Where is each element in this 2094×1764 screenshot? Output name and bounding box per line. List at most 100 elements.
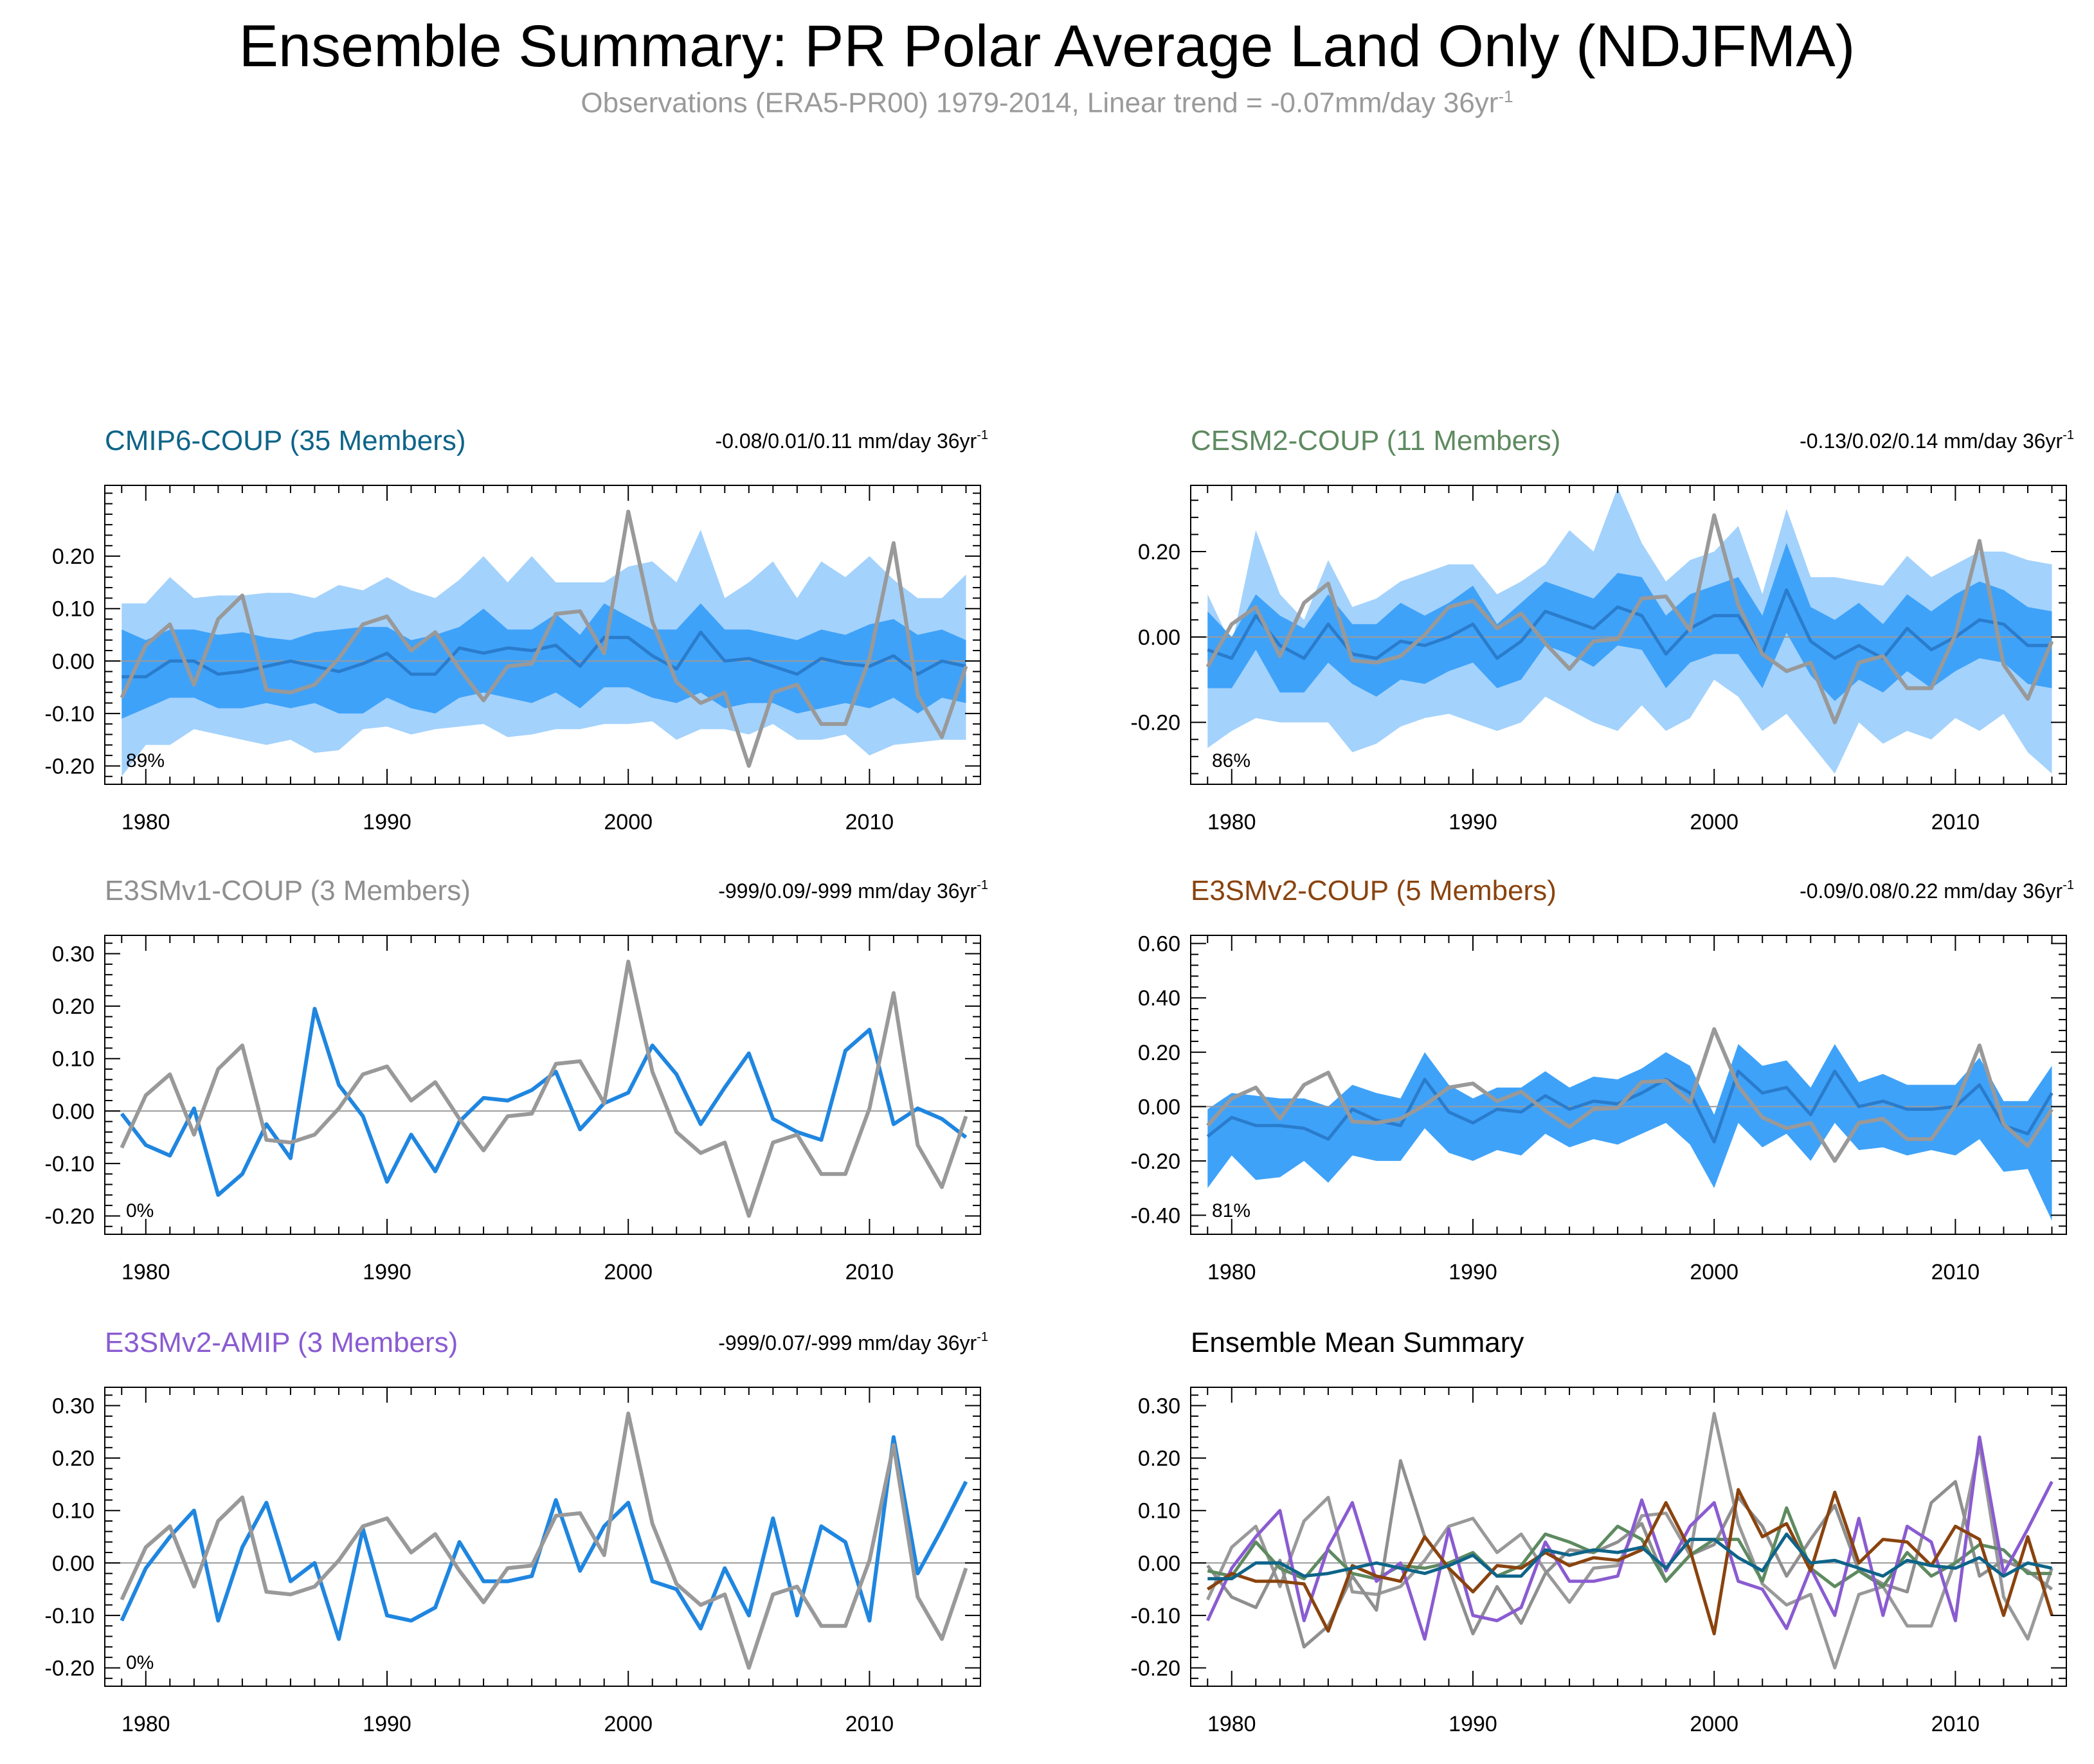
x-tick-label: 1980 (122, 1260, 170, 1284)
y-tick-label: 0.00 (1138, 1095, 1180, 1119)
subtitle-text: Observations (ERA5-PR00) 1979-2014, Line… (581, 87, 1499, 119)
trend-label-text: -0.08/0.01/0.11 mm/day 36yr (715, 429, 977, 453)
y-tick-label: 0.10 (52, 1047, 95, 1072)
x-tick-label: 2010 (845, 1712, 894, 1736)
x-tick-label: 1980 (122, 1712, 170, 1736)
y-tick-label: -0.20 (45, 1204, 95, 1228)
chart-panel-cmip6: CMIP6-COUP (35 Members) -0.08/0.01/0.11 m… (45, 425, 989, 834)
percent-label: 81% (1212, 1200, 1250, 1221)
x-tick-label: 2010 (1931, 810, 1980, 834)
x-tick-label: 1980 (1207, 1712, 1256, 1736)
x-tick-label: 1990 (363, 1712, 411, 1736)
trend-label: -0.08/0.01/0.11 mm/day 36yr-1 (715, 428, 988, 453)
observations-line (120, 959, 968, 1218)
y-tick-label: 0.10 (52, 597, 95, 622)
subtitle-superscript: -1 (1498, 87, 1513, 106)
x-tick-label: 1990 (1449, 1712, 1497, 1736)
y-tick-label: -0.10 (1131, 1604, 1181, 1628)
observations-line (120, 1411, 968, 1670)
y-tick-label: 0.00 (1138, 626, 1180, 650)
chart-title: Ensemble Mean Summary (1191, 1327, 1524, 1358)
figure-subtitle: Observations (ERA5-PR00) 1979-2014, Line… (0, 87, 2094, 120)
y-tick-label: 0.60 (1138, 932, 1180, 957)
y-tick-label: 0.30 (1138, 1394, 1180, 1419)
y-tick-label: 0.10 (1138, 1499, 1180, 1524)
x-tick-label: 2010 (845, 1260, 894, 1284)
x-tick-label: 1980 (1207, 1260, 1256, 1284)
chart-panel-cesm2: CESM2-COUP (11 Members) -0.13/0.02/0.14 m… (1131, 425, 2075, 834)
x-tick-label: 1980 (1207, 810, 1256, 834)
x-tick-label: 2000 (1690, 1260, 1738, 1284)
x-tick-label: 2010 (1931, 1260, 1980, 1284)
chart-title: E3SMv2-COUP (5 Members) (1191, 875, 1557, 906)
observations-line (1205, 513, 2054, 724)
y-tick-label: 0.00 (52, 1551, 95, 1576)
y-tick-label: 0.00 (1138, 1551, 1180, 1576)
x-tick-label: 1990 (363, 810, 411, 834)
y-tick-label: -0.20 (1131, 1149, 1181, 1174)
chart-panel-e3smv2_coup: E3SMv2-COUP (5 Members) -0.09/0.08/0.22 m… (1131, 875, 2075, 1284)
y-tick-label: 0.40 (1138, 986, 1180, 1011)
y-tick-label: 0.20 (1138, 1446, 1180, 1471)
x-tick-label: 2000 (604, 1712, 653, 1736)
percent-label: 0% (126, 1200, 154, 1221)
trend-label-text: -999/0.07/-999 mm/day 36yr (718, 1331, 977, 1354)
y-tick-label: -0.10 (45, 702, 95, 726)
trend-label-superscript: -1 (977, 878, 988, 892)
x-tick-label: 2000 (604, 810, 653, 834)
trend-label-text: -0.09/0.08/0.22 mm/day 36yr (1800, 879, 2062, 903)
y-tick-label: -0.10 (45, 1604, 95, 1628)
ensemble-mean-line (120, 1007, 968, 1197)
x-tick-label: 2010 (1931, 1712, 1980, 1736)
x-tick-label: 2000 (1690, 1712, 1738, 1736)
y-tick-label: -0.20 (1131, 711, 1181, 735)
chart-panel-e3smv2_amip: E3SMv2-AMIP (3 Members) -999/0.07/-999 mm… (45, 1327, 989, 1736)
chart-title: CESM2-COUP (11 Members) (1191, 425, 1560, 456)
plot-frame (1190, 1387, 2067, 1687)
percent-label: 89% (126, 750, 165, 771)
observations-line (120, 509, 968, 768)
y-tick-label: 0.10 (52, 1499, 95, 1524)
y-tick-label: 0.30 (52, 942, 95, 967)
chart-title: E3SMv2-AMIP (3 Members) (105, 1327, 458, 1358)
trend-label: -999/0.07/-999 mm/day 36yr-1 (718, 1330, 988, 1354)
x-tick-label: 1990 (1449, 810, 1497, 834)
y-tick-label: 0.20 (52, 1446, 95, 1471)
y-tick-label: -0.10 (45, 1152, 95, 1176)
chart-title: CMIP6-COUP (35 Members) (105, 425, 466, 456)
plot-frame (1190, 485, 2067, 785)
x-tick-label: 2000 (1690, 810, 1738, 834)
trend-label-superscript: -1 (2062, 878, 2074, 892)
y-tick-label: -0.20 (45, 754, 95, 779)
chart-panel-summary: Ensemble Mean Summary -0.20 -0.10 0.00 0.10 0… (1131, 1327, 2067, 1736)
series-line-e3smv2_amip (1206, 1436, 2053, 1641)
percent-label: 86% (1212, 750, 1250, 771)
x-tick-label: 2010 (845, 810, 894, 834)
trend-label-superscript: -1 (2062, 428, 2074, 442)
y-tick-label: -0.20 (1131, 1656, 1181, 1680)
series-line-cmip6 (1207, 1532, 2053, 1581)
percent-label: 0% (126, 1652, 154, 1673)
trend-label: -0.13/0.02/0.14 mm/day 36yr-1 (1800, 428, 2074, 453)
x-tick-label: 1990 (1449, 1260, 1497, 1284)
figure-title: Ensemble Summary: PR Polar Average Land … (239, 14, 1855, 79)
y-tick-label: 0.20 (52, 544, 95, 569)
y-tick-label: 0.00 (52, 649, 95, 674)
series-line-e3smv2_coup (1206, 1488, 2053, 1635)
plot-frame (104, 935, 981, 1235)
y-tick-label: 0.20 (1138, 1041, 1180, 1065)
y-tick-label: 0.00 (52, 1099, 95, 1124)
y-tick-label: -0.20 (45, 1656, 95, 1680)
trend-label: -999/0.09/-999 mm/day 36yr-1 (718, 878, 988, 903)
chart-panel-e3smv1: E3SMv1-COUP (3 Members) -999/0.09/-999 mm… (45, 875, 989, 1284)
trend-label-text: -999/0.09/-999 mm/day 36yr (718, 879, 977, 903)
x-tick-label: 1990 (363, 1260, 411, 1284)
y-tick-label: 0.20 (1138, 540, 1180, 564)
chart-title: E3SMv1-COUP (3 Members) (105, 875, 471, 906)
trend-label-superscript: -1 (977, 428, 988, 442)
x-tick-label: 2000 (604, 1260, 653, 1284)
trend-label: -0.09/0.08/0.22 mm/day 36yr-1 (1800, 878, 2074, 903)
y-tick-label: 0.30 (52, 1394, 95, 1419)
y-tick-label: 0.20 (52, 995, 95, 1019)
